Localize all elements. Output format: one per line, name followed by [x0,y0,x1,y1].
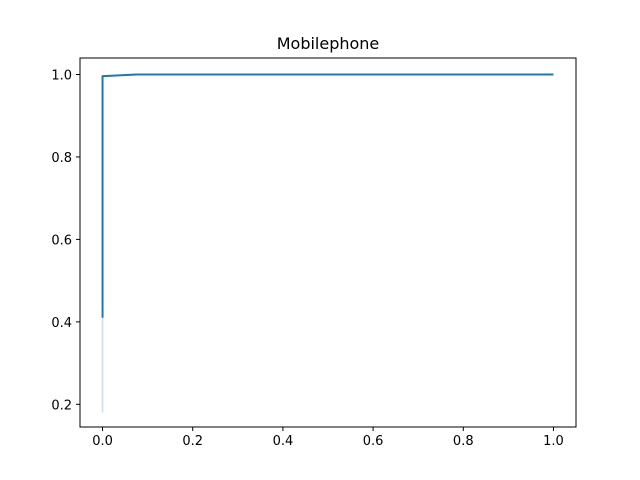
chart-title: Mobilephone [277,34,380,53]
x-tick-label: 0.8 [453,434,474,449]
x-tick-label: 1.0 [543,434,564,449]
y-tick-label: 0.8 [51,151,72,166]
y-tick-label: 0.2 [51,398,72,413]
y-tick-label: 0.4 [51,316,72,331]
y-tick-label: 0.6 [51,233,72,248]
x-tick-label: 0.0 [92,434,113,449]
x-axis-ticks: 0.0 0.2 0.4 0.6 0.8 1.0 [92,427,564,449]
confidence-band [101,317,104,413]
y-axis-ticks: 0.2 0.4 0.6 0.8 1.0 [51,68,80,413]
series-line [101,73,554,318]
x-tick-label: 0.2 [182,434,203,449]
x-tick-label: 0.4 [273,434,294,449]
y-tick-label: 1.0 [51,68,72,83]
series-line-layer [101,73,554,318]
x-tick-label: 0.6 [363,434,384,449]
axes-frame [79,57,577,428]
confidence-band-layer [101,317,104,413]
